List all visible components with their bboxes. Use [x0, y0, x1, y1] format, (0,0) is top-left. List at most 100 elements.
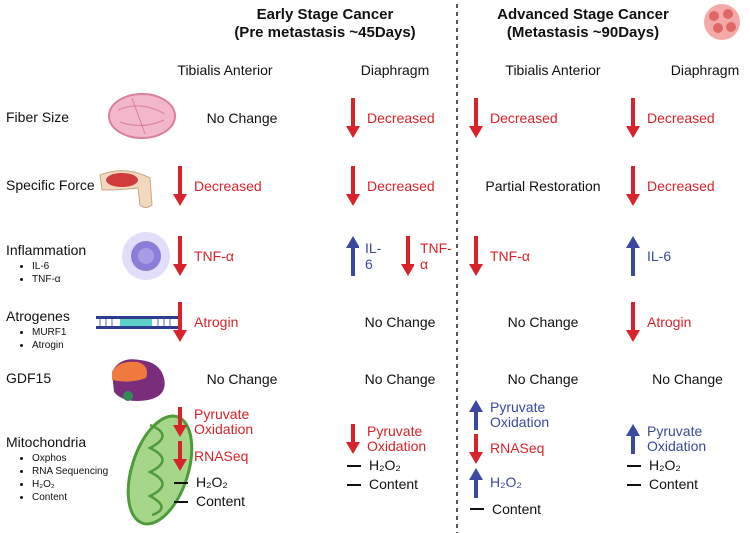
cell-entry: Pyruvate Oxidation: [625, 424, 723, 454]
cell-entry: No Change: [508, 314, 579, 330]
arrow-down: [400, 236, 414, 276]
cell-entry: TNF-α: [468, 236, 530, 276]
cell-text: Pyruvate Oxidation: [367, 423, 427, 454]
cell-text: No Change: [364, 314, 436, 330]
cell: Decreased: [172, 164, 312, 208]
cell-text: Content: [369, 476, 419, 492]
row-item: Atrogin: [32, 339, 70, 352]
column-header: Tibialis Anterior: [505, 62, 601, 78]
dna-icon: [96, 316, 178, 329]
row-item: Content: [32, 491, 108, 504]
cell-entry: TNF-α: [400, 236, 455, 276]
cell-text: H₂O₂: [196, 474, 228, 490]
dash: [470, 508, 484, 510]
cell-text: IL-6: [647, 248, 672, 264]
cell-text: RNASeq: [194, 447, 249, 464]
arrow-down: [469, 236, 483, 276]
arrow-down: [173, 236, 187, 276]
cell: TNF-α: [468, 234, 618, 278]
cell-entry: No Change: [508, 371, 579, 387]
cell: Decreased: [468, 96, 618, 140]
cell-entry: Atrogin: [625, 302, 691, 342]
arrow-down: [173, 441, 187, 471]
cell-entry: RNASeq: [468, 433, 544, 464]
row-item: IL-6: [32, 260, 86, 273]
cell-text: Pyruvate Oxidation: [194, 406, 254, 437]
row-items: MURF1Atrogin: [6, 326, 70, 352]
dash: [347, 464, 361, 467]
fiber-icon: [108, 93, 176, 139]
cell-entry: No Change: [207, 110, 278, 126]
arm-icon: [99, 170, 153, 208]
arrow-down: [346, 424, 360, 454]
cell-text: Atrogin: [647, 314, 692, 330]
arrow-up: [469, 467, 483, 498]
row-item: RNA Sequencing: [32, 465, 108, 478]
cell-text: No Change: [652, 371, 723, 387]
cell: Decreased: [625, 164, 750, 208]
cell-text: TNF-α: [490, 248, 530, 264]
cell: Atrogin: [625, 300, 750, 344]
cell-entry: Decreased: [345, 98, 435, 138]
cell-entry: H₂O₂: [468, 467, 522, 498]
cell-text: No Change: [206, 110, 278, 126]
cell-entry: No Change: [207, 371, 278, 387]
cell-text: No Change: [206, 371, 278, 387]
cell: Decreased: [345, 96, 455, 140]
cell-entry: Decreased: [625, 166, 715, 206]
row-label: GDF15: [6, 370, 51, 386]
cell-entry: Partial Restoration: [485, 178, 600, 194]
cell-entry: No Change: [365, 314, 436, 330]
cell-text: TNF-α: [194, 248, 234, 264]
row-title: GDF15: [6, 370, 52, 386]
cell: No Change: [468, 357, 618, 401]
cell-entry: Pyruvate Oxidation: [172, 407, 270, 437]
row-item: H₂O₂: [32, 478, 108, 491]
arrow-down: [173, 166, 187, 206]
dash: [174, 500, 188, 503]
cell-icon: [122, 232, 170, 280]
cell-entry: Atrogin: [172, 302, 238, 342]
tumor-icon: [704, 4, 740, 40]
cell-text: Content: [649, 476, 699, 492]
cell-text: Partial Restoration: [485, 178, 601, 194]
cell-entry: Pyruvate Oxidation: [468, 399, 566, 430]
row-items: OxphosRNA SequencingH₂O₂Content: [6, 452, 108, 504]
cell: TNF-α: [172, 234, 312, 278]
cell: Pyruvate Oxidation RNASeq H₂O₂ Content: [468, 384, 618, 532]
cell-entry: Pyruvate Oxidation: [345, 424, 443, 454]
row-title: Specific Force: [6, 177, 95, 193]
mitochondria-icon: [126, 414, 194, 526]
cell-entry: IL-6: [345, 236, 386, 276]
cell-entry: H₂O₂: [345, 458, 401, 473]
cell: Partial Restoration: [468, 164, 618, 208]
row-label: Mitochondria OxphosRNA SequencingH₂O₂Cont…: [6, 434, 108, 504]
stage-title: Early Stage Cancer: [256, 6, 394, 23]
cell-text: H₂O₂: [649, 457, 681, 473]
cell: Pyruvate Oxidation H₂O₂ Content: [625, 384, 750, 532]
cell-entry: TNF-α: [172, 236, 234, 276]
dash: [347, 483, 361, 486]
cell-entry: H₂O₂: [625, 458, 681, 473]
cell: No Change: [625, 357, 750, 401]
cell-entry: No Change: [652, 371, 723, 387]
cell-text: Decreased: [490, 110, 558, 126]
cell-text: IL-6: [364, 240, 382, 272]
cell-text: Decreased: [367, 110, 435, 126]
protein-icon: [112, 359, 165, 401]
column-header: Tibialis Anterior: [177, 62, 273, 78]
stage-header: Early Stage Cancer (Pre metastasis ~45Da…: [210, 6, 440, 42]
arrow-down: [346, 166, 360, 206]
row-item: Oxphos: [32, 452, 108, 465]
arrow-down: [173, 407, 187, 437]
row-title: Mitochondria: [6, 434, 87, 450]
cell: No Change: [468, 300, 618, 344]
cell: Atrogin: [172, 300, 312, 344]
cell-text: No Change: [364, 371, 436, 387]
cell-text: H₂O₂: [490, 474, 522, 490]
cell-entry: Decreased: [172, 166, 262, 206]
cell-entry: IL-6: [625, 236, 671, 276]
